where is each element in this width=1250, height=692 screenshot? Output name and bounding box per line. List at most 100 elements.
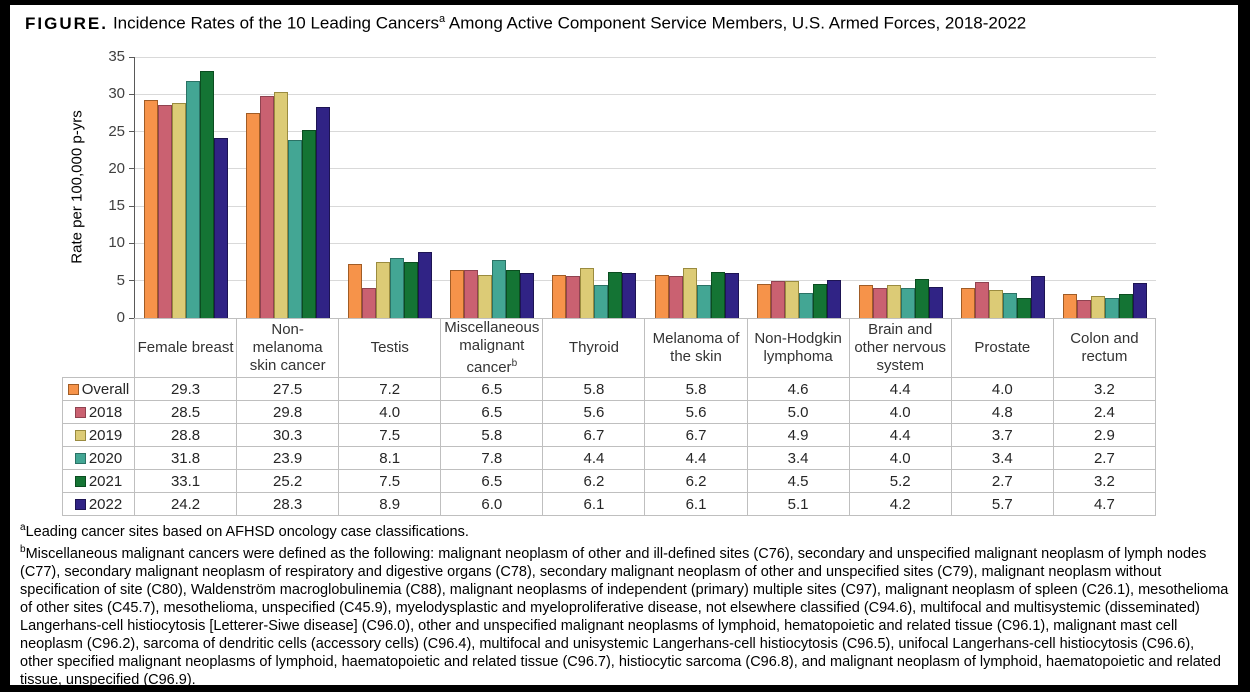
bar-overall bbox=[756, 283, 771, 318]
category-header: Non-melanoma skin cancer bbox=[236, 318, 340, 378]
category-header-row: Female breast Non-melanoma skin cancer Test… bbox=[63, 318, 1156, 378]
bar-group bbox=[952, 57, 1054, 318]
bar-2018 bbox=[362, 288, 377, 318]
value-cell: 5.7 bbox=[950, 492, 1054, 516]
bar-2018 bbox=[1076, 300, 1091, 318]
bar-2022 bbox=[214, 137, 229, 318]
value-cell: 2.9 bbox=[1052, 423, 1156, 447]
bar-overall bbox=[450, 269, 465, 318]
value-cell: 8.9 bbox=[338, 492, 442, 516]
figure-title-main: Incidence Rates of the 10 Leading Cancer… bbox=[112, 13, 439, 33]
value-cell: 3.4 bbox=[746, 446, 850, 470]
value-cell: 31.8 bbox=[133, 446, 238, 470]
gridline bbox=[135, 280, 1156, 282]
value-cell: 6.0 bbox=[440, 492, 544, 516]
bar-2018 bbox=[260, 95, 275, 318]
value-cell: 5.6 bbox=[644, 400, 748, 424]
value-cell: 6.7 bbox=[542, 423, 646, 447]
category-label-line: melanoma bbox=[252, 339, 323, 356]
value-cell: 30.3 bbox=[236, 423, 340, 447]
y-tick-label: 20 bbox=[108, 159, 125, 177]
value-cell: 28.5 bbox=[133, 400, 238, 424]
bar-2020 bbox=[186, 80, 201, 318]
value-cell: 4.4 bbox=[644, 446, 748, 470]
y-axis-tick bbox=[129, 205, 135, 207]
footnote-a: aLeading cancer sites based on AFHSD onc… bbox=[20, 519, 1230, 541]
bar-2022 bbox=[1030, 275, 1045, 318]
category-header: Non-Hodgkin lymphoma bbox=[746, 318, 850, 378]
bar-group bbox=[645, 57, 747, 318]
bar-overall bbox=[552, 274, 567, 318]
category-label-line: Brain and bbox=[868, 321, 933, 338]
table-row: 2019 28.8 30.3 7.5 5.8 6.7 6.7 4.9 4.4 3.7 2.9 bbox=[62, 423, 1156, 447]
gridline bbox=[135, 56, 1156, 58]
y-tick-label: 30 bbox=[108, 85, 125, 103]
legend-swatch bbox=[74, 498, 86, 510]
bar-2019 bbox=[580, 268, 595, 318]
value-cell: 5.8 bbox=[542, 377, 646, 401]
figure-title-rest: Among Active Component Service Members, … bbox=[445, 13, 1027, 33]
bar-2020 bbox=[492, 259, 507, 318]
table-row: 2022 24.2 28.3 8.9 6.0 6.1 6.1 5.1 4.2 5.7 4.7 bbox=[62, 492, 1156, 516]
value-cell: 33.1 bbox=[133, 469, 238, 493]
value-cell: 6.7 bbox=[644, 423, 748, 447]
category-header: Testis bbox=[338, 318, 442, 378]
category-label-line: malignant bbox=[459, 337, 525, 354]
category-label-line: Female breast bbox=[137, 339, 234, 356]
data-table: Female breast Non-melanoma skin cancer Test… bbox=[62, 318, 1156, 516]
category-header: Female breast bbox=[133, 318, 238, 378]
bar-2021 bbox=[914, 279, 929, 318]
category-header: Melanoma of the skin bbox=[644, 318, 748, 378]
y-axis-tick bbox=[129, 317, 135, 319]
category-label-line: Miscellaneous bbox=[444, 319, 540, 337]
value-cell: 5.0 bbox=[746, 400, 850, 424]
category-label-line: system bbox=[876, 357, 924, 374]
y-tick-label: 5 bbox=[116, 271, 125, 289]
bar-overall bbox=[1062, 294, 1077, 318]
category-label-line: the skin bbox=[670, 348, 722, 365]
footnote-b: bMiscellaneous malignant cancers were de… bbox=[20, 541, 1230, 685]
bar-2018 bbox=[668, 276, 683, 318]
value-cell: 6.5 bbox=[440, 400, 544, 424]
category-label-line: Testis bbox=[370, 339, 409, 356]
y-axis-tick bbox=[129, 242, 135, 244]
bar-2022 bbox=[826, 279, 841, 318]
bar-group bbox=[237, 57, 339, 318]
value-cell: 28.8 bbox=[133, 423, 238, 447]
category-label-line: lymphoma bbox=[763, 348, 833, 365]
footnote-a-marker: a bbox=[20, 522, 26, 533]
y-axis-label: Rate per 100,000 p-yrs bbox=[68, 110, 86, 264]
bar-2022 bbox=[418, 251, 433, 318]
value-cell: 6.5 bbox=[440, 469, 544, 493]
legend-cell: 2019 bbox=[62, 423, 135, 447]
value-cell: 27.5 bbox=[236, 377, 340, 401]
bar-group bbox=[1054, 57, 1156, 318]
legend-swatch bbox=[74, 406, 86, 418]
bar-2018 bbox=[158, 105, 173, 318]
category-label-line: Prostate bbox=[974, 339, 1031, 356]
y-tick-label: 0 bbox=[116, 309, 125, 326]
bar-2022 bbox=[928, 286, 943, 318]
figure-title: FIGURE. Incidence Rates of the 10 Leading… bbox=[25, 13, 1026, 34]
bar-2022 bbox=[1132, 282, 1147, 318]
bar-2020 bbox=[798, 292, 813, 318]
bar-2018 bbox=[872, 288, 887, 318]
legend-swatch bbox=[67, 383, 79, 395]
footnote-b-marker: b bbox=[20, 543, 26, 555]
y-axis-tick bbox=[129, 56, 135, 58]
bar-2019 bbox=[682, 268, 697, 318]
table-row: Overall 29.3 27.5 7.2 6.5 5.8 5.8 4.6 4.4 4.0 3.2 bbox=[62, 377, 1156, 401]
bar-2019 bbox=[988, 290, 1003, 318]
bar-2018 bbox=[464, 269, 479, 318]
legend-cell: 2020 bbox=[62, 446, 135, 470]
bar-group bbox=[850, 57, 952, 318]
value-cell: 5.2 bbox=[848, 469, 952, 493]
bar-2022 bbox=[724, 272, 739, 318]
series-label: 2021 bbox=[88, 472, 123, 490]
bar-2021 bbox=[710, 271, 725, 318]
bar-2021 bbox=[608, 271, 623, 318]
bar-overall bbox=[654, 274, 669, 318]
figure-title-superscript: a bbox=[439, 13, 446, 25]
value-cell: 8.1 bbox=[338, 446, 442, 470]
y-axis-tick bbox=[129, 168, 135, 170]
